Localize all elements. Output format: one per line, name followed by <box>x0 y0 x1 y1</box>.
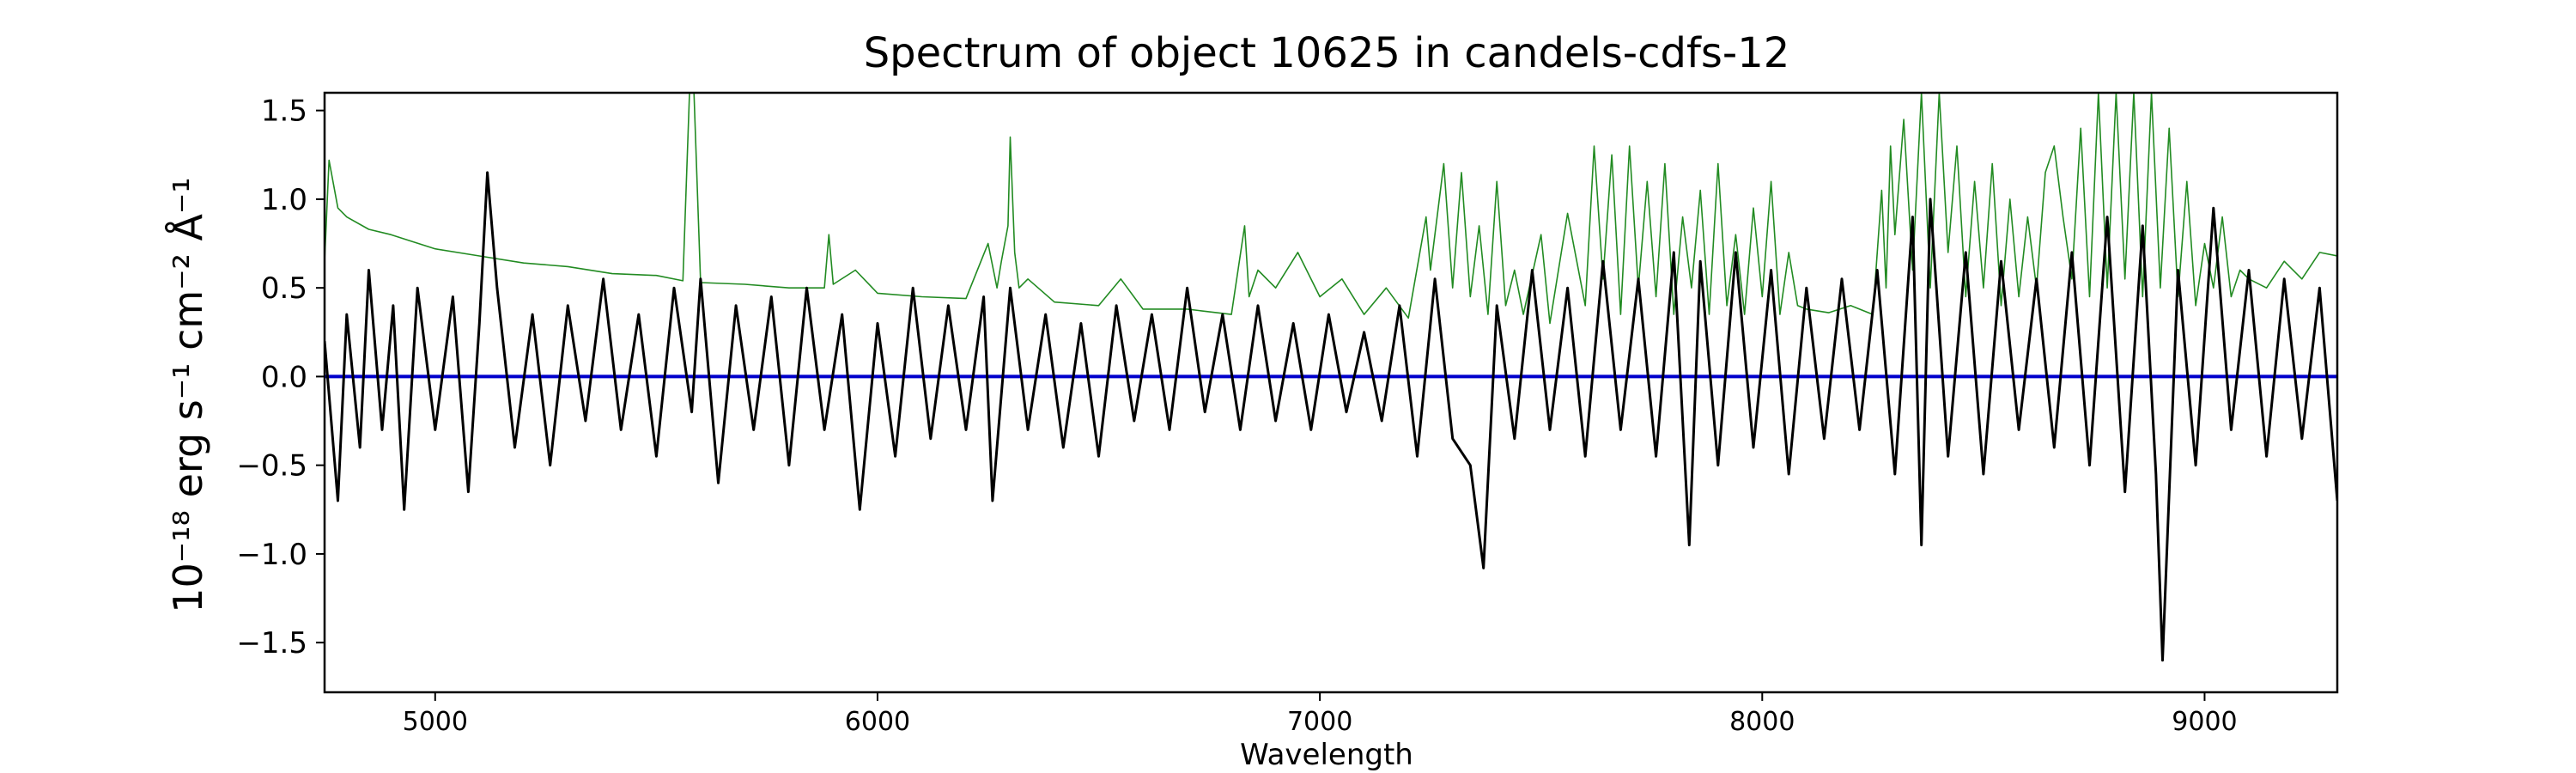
x-tick-label: 5000 <box>403 707 468 737</box>
flux-series-line <box>325 171 2337 662</box>
x-tick-label: 8000 <box>1729 707 1795 737</box>
y-tick-label: −0.5 <box>236 449 307 484</box>
y-tick-label: −1.5 <box>236 626 307 660</box>
x-tick-label: 6000 <box>845 707 910 737</box>
y-axis-label: 10⁻¹⁸ erg s⁻¹ cm⁻² Å⁻¹ <box>165 177 211 612</box>
y-axis: −1.5 −1.0 −0.5 0.0 0.5 1.0 1.5 <box>236 94 325 660</box>
chart-title: Spectrum of object 10625 in candels-cdfs… <box>864 29 1790 77</box>
y-tick-label: 0.0 <box>261 360 307 394</box>
y-tick-label: 1.5 <box>261 94 307 129</box>
x-axis-label: Wavelength <box>1240 738 1413 772</box>
x-tick-label: 9000 <box>2172 707 2237 737</box>
axes-frame <box>323 91 2339 694</box>
y-tick-label: 0.5 <box>261 271 307 306</box>
y-tick-label: −1.0 <box>236 538 307 572</box>
x-tick-label: 7000 <box>1287 707 1352 737</box>
plot-area <box>325 93 2337 662</box>
x-axis: 5000 6000 7000 8000 9000 <box>403 692 2238 737</box>
y-tick-label: 1.0 <box>261 183 307 217</box>
